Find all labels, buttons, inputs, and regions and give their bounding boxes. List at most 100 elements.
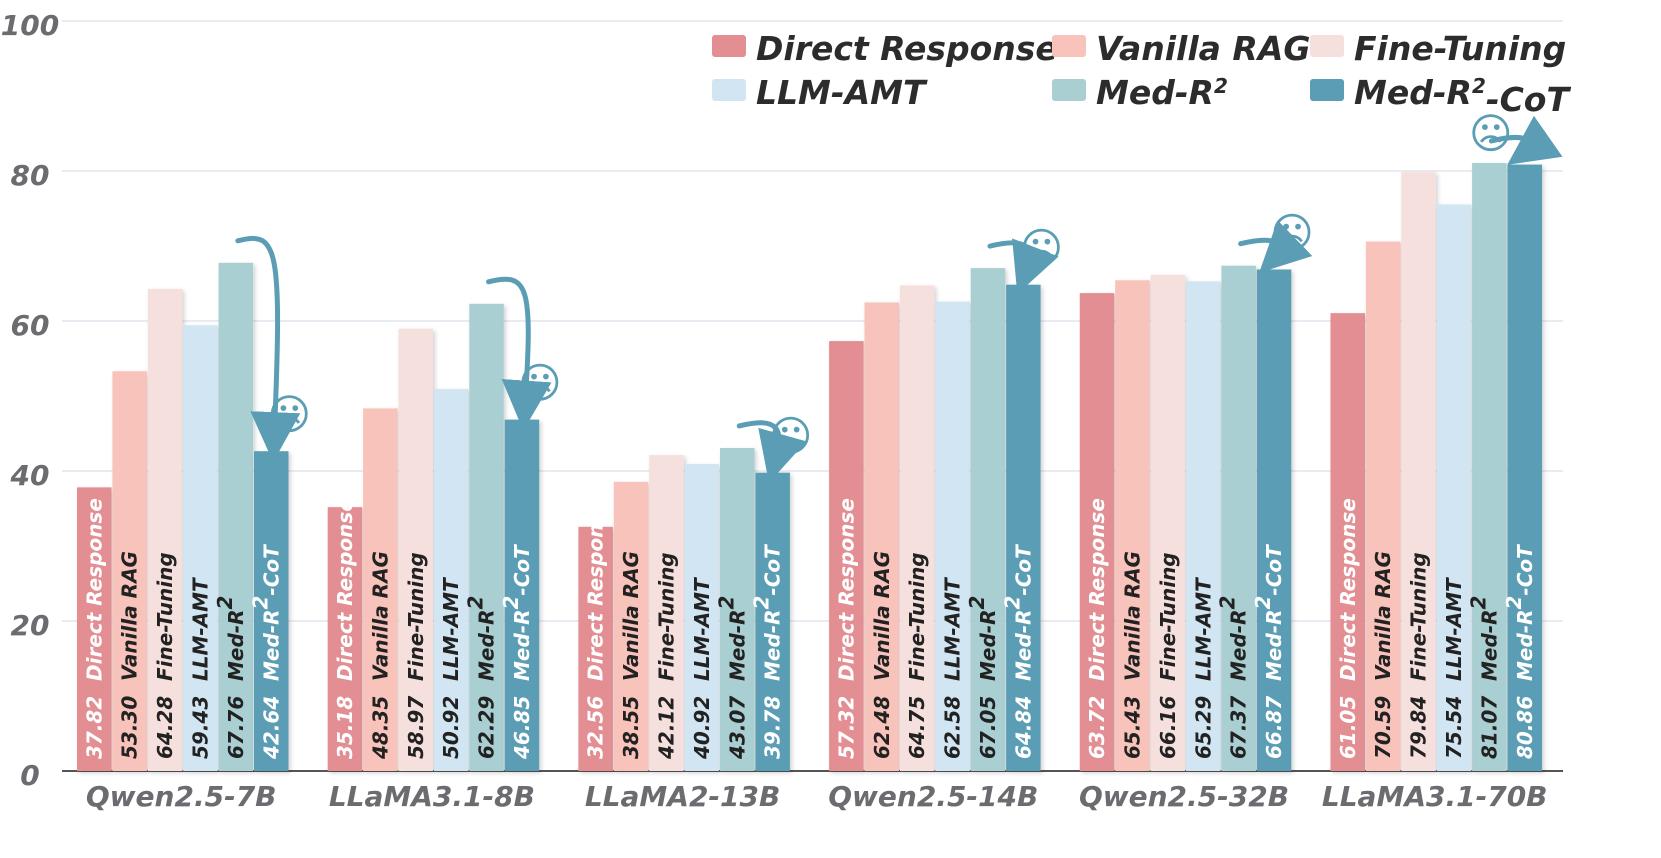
bar <box>970 268 1006 771</box>
bar-value-label: 38.55 <box>619 696 643 759</box>
decline-arrow <box>235 235 301 463</box>
bar <box>254 451 289 771</box>
sad-face-icon: ☹ <box>1270 208 1314 257</box>
bar-value-label: 65.43 <box>1120 696 1144 759</box>
bar-series-label: Vanilla RAG <box>619 551 643 681</box>
bar-series-label: Med-R2 <box>1466 596 1501 681</box>
bar-value-label: 79.84 <box>1407 696 1431 759</box>
bar-value-label: 40.92 <box>690 696 714 760</box>
sad-face-icon: ☹ <box>769 412 813 461</box>
bar <box>1115 280 1150 771</box>
bar-value-label: 64.75 <box>905 696 929 759</box>
legend-swatch <box>712 79 746 101</box>
bar-value-label: 37.82 <box>82 696 106 759</box>
bar-value-label: 75.54 <box>1442 696 1466 759</box>
y-tick-label: 40 <box>10 459 50 492</box>
bar <box>469 303 504 771</box>
bar-series-label: Fine-Tuning <box>905 552 929 681</box>
bar <box>433 389 469 771</box>
legend-swatch <box>1052 35 1086 57</box>
bar <box>1006 284 1041 771</box>
bar <box>684 464 720 771</box>
bar <box>613 481 649 771</box>
decline-arrow <box>736 420 807 483</box>
bar-series-label: Vanilla RAG <box>1120 551 1144 681</box>
bar <box>578 526 613 771</box>
bar <box>1079 293 1115 771</box>
bar <box>755 472 790 771</box>
bar-series-label: Fine-Tuning <box>1407 552 1431 681</box>
bar-value-label: 81.07 <box>1477 696 1501 759</box>
bar <box>899 285 935 771</box>
legend-swatch <box>1310 35 1344 57</box>
bar-series-label: LLM-AMT <box>188 577 212 681</box>
x-tick-label: LLaMA3.1-8B <box>329 780 535 813</box>
bar <box>1256 269 1292 771</box>
decline-arrow <box>1488 115 1563 165</box>
bar-value-label: 57.32 <box>834 696 858 759</box>
bar-value-label: 42.12 <box>654 696 678 760</box>
bar-value-label: 59.43 <box>188 696 212 759</box>
bar-series-label: Med-R2 <box>965 596 1000 681</box>
y-tick-label: 80 <box>11 159 50 192</box>
bar <box>327 507 363 771</box>
bar <box>1472 162 1507 772</box>
bar-series-label: Vanilla RAG <box>1371 551 1395 681</box>
bar-series-label: Direct Response <box>584 498 608 681</box>
legend-swatch <box>1310 79 1344 101</box>
bar <box>864 302 899 771</box>
y-tick-label: 100 <box>1 9 59 42</box>
bar-value-label: 50.92 <box>439 696 463 759</box>
bar-value-label: 67.76 <box>224 696 248 759</box>
bar-value-label: 64.84 <box>1011 696 1035 759</box>
bar <box>147 288 183 771</box>
bar <box>1186 281 1221 771</box>
bar-series-label: Fine-Tuning <box>1156 552 1180 681</box>
bar <box>504 419 540 771</box>
bar <box>829 341 864 771</box>
sad-face-icon: ☹ <box>1469 109 1513 158</box>
bar-series-label: Direct Response <box>1085 498 1109 681</box>
x-axis-ticks: Qwen2.5-7B LLaMA3.1-8B LLaMA2-13B Qwen2.5-1… <box>86 780 1548 813</box>
bar <box>1330 313 1365 771</box>
bar-value-label: 46.85 <box>510 696 534 760</box>
bar-value-label: 67.05 <box>976 696 1000 759</box>
bar-value-label: 62.58 <box>941 696 965 759</box>
decline-arrow <box>486 276 552 431</box>
bar-series-label: Med-R2-CoT <box>1000 544 1035 681</box>
bar-value-label: 63.72 <box>1085 696 1109 759</box>
bar-series-label: Fine-Tuning <box>404 552 428 681</box>
y-tick-label: 0 <box>20 759 39 792</box>
x-tick-label: LLaMA3.1-70B <box>1322 780 1548 813</box>
bar <box>1365 241 1401 771</box>
x-tick-label: LLaMA2-13B <box>585 780 781 813</box>
bar <box>1507 164 1542 772</box>
bar <box>1436 204 1472 771</box>
legend-label: Fine-Tuning <box>1354 29 1566 68</box>
bar-series-label: Fine-Tuning <box>153 552 177 681</box>
bar-series-label: Vanilla RAG <box>870 551 894 681</box>
bar <box>77 487 112 771</box>
bar-series-label: Med-R2 <box>464 596 499 681</box>
bar-series-label: LLM-AMT <box>690 577 714 681</box>
bar-value-label: 65.29 <box>1191 696 1215 759</box>
bar-series-label: Vanilla RAG <box>118 551 142 681</box>
bar <box>363 408 398 771</box>
y-tick-label: 20 <box>11 609 50 642</box>
bars: 37.82 Direct Response 53.30 Vanilla RAG 64.2… <box>77 162 1542 772</box>
y-axis-ticks: 0 20 40 60 80 100 <box>1 9 59 792</box>
bar-value-label: 48.35 <box>368 696 392 760</box>
bar-value-label: 58.97 <box>404 696 428 759</box>
y-tick-label: 60 <box>11 309 50 342</box>
bar-series-label: Med-R2-CoT <box>750 544 785 681</box>
bar-series-label: Vanilla RAG <box>368 551 392 681</box>
decline-arrow <box>1238 220 1313 273</box>
bar-series-label: Direct Response <box>1336 498 1360 681</box>
bar-value-label: 70.59 <box>1371 696 1395 759</box>
bar <box>1401 172 1436 771</box>
bar <box>935 301 970 771</box>
bar <box>398 328 433 771</box>
x-tick-label: Qwen2.5-14B <box>828 780 1038 813</box>
bar-series-label: Fine-Tuning <box>654 552 678 681</box>
